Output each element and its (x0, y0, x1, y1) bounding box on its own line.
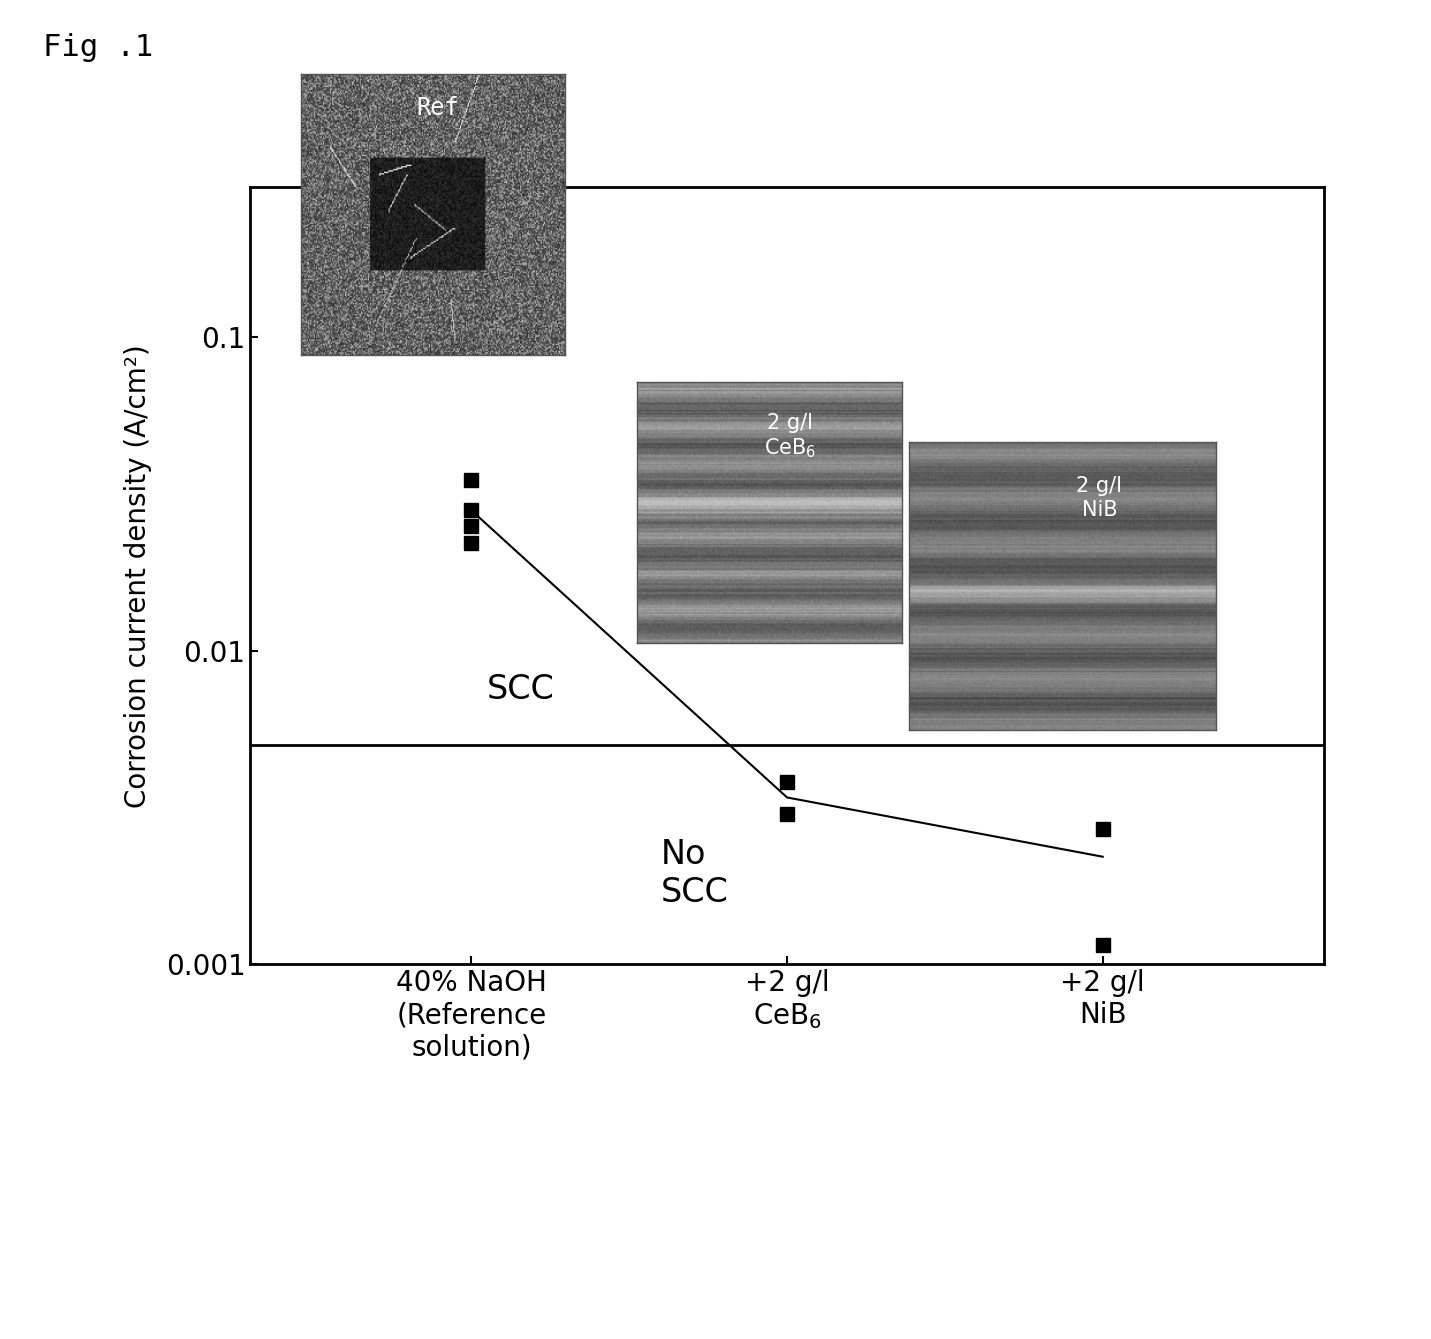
Text: Fig .1: Fig .1 (43, 33, 153, 63)
Y-axis label: Corrosion current density (A/cm²): Corrosion current density (A/cm²) (124, 344, 152, 807)
Text: 2 g/l
CeB$_6$: 2 g/l CeB$_6$ (764, 412, 817, 461)
Text: 2 g/l
NiB: 2 g/l NiB (1076, 477, 1122, 520)
Text: SCC: SCC (487, 674, 555, 706)
Text: Ref: Ref (416, 96, 459, 121)
Text: No
SCC: No SCC (661, 838, 728, 909)
